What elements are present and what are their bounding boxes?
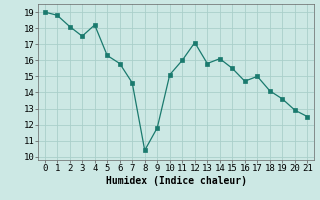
X-axis label: Humidex (Indice chaleur): Humidex (Indice chaleur): [106, 176, 246, 186]
